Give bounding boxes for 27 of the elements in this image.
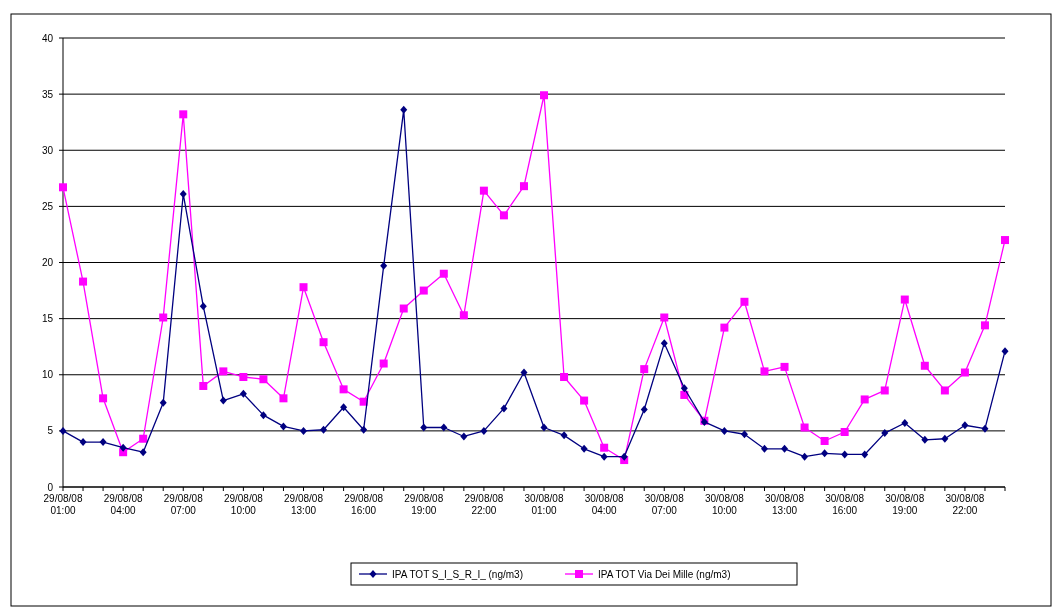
x-tick-label: 29/08/08 19:00 [404,493,444,516]
x-tick-label: 30/08/08 01:00 [524,493,564,516]
y-tick-label: 30 [41,144,54,156]
y-tick-label: 25 [41,200,54,212]
y-tick-label: 0 [47,481,54,493]
y-tick-label: 40 [41,32,54,44]
y-tick-label: 35 [41,88,54,100]
x-tick-label: 30/08/08 16:00 [825,493,865,516]
x-tick-label: 30/08/08 19:00 [885,493,925,516]
y-tick-label: 10 [41,369,54,381]
x-tick-label: 29/08/08 04:00 [103,493,144,516]
legend-label: IPA TOT S_I_S_R_I_ (ng/m3) [392,568,523,580]
x-tick-label: 30/08/08 13:00 [765,493,805,516]
x-tick-label: 30/08/08 22:00 [945,493,985,516]
y-tick-label: 20 [41,257,54,268]
x-tick-label: 29/08/08 22:00 [464,493,504,516]
y-tick-label: 5 [47,425,54,437]
x-tick-label: 30/08/08 07:00 [644,493,685,516]
y-tick-label: 15 [41,313,54,325]
x-tick-label: 29/08/08 07:00 [163,493,204,516]
x-tick-label: 29/08/08 10:00 [223,493,264,516]
legend-label: IPA TOT Via Dei Mille (ng/m3) [598,568,731,580]
x-tick-label: 29/08/08 13:00 [284,493,324,516]
x-tick-label: 30/08/08 10:00 [704,493,745,516]
x-tick-label: 29/08/08 01:00 [43,493,83,516]
x-tick-label: 29/08/08 16:00 [344,493,384,516]
x-tick-label: 30/08/08 04:00 [584,493,625,516]
